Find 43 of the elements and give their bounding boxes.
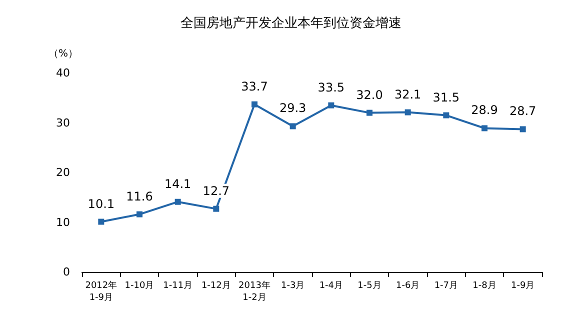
- point: [443, 112, 450, 118]
- text: 12.7: [202, 184, 230, 198]
- chart-title: 全国房地产开发企业本年到位资金增速: [180, 15, 402, 31]
- y-tick-label: 40: [56, 66, 70, 80]
- text: 29.3: [279, 101, 306, 116]
- x-tick-label: 1-3月: [280, 281, 305, 291]
- x-tick-label: 1-4月: [319, 281, 344, 291]
- point: [213, 206, 220, 212]
- x-tick-label: 1-10月: [124, 281, 154, 291]
- x-tick-label: 1-8月: [472, 281, 496, 291]
- point: [366, 110, 372, 116]
- text: 28.7: [509, 104, 536, 118]
- point: [520, 126, 526, 132]
- text: 14.1: [164, 176, 192, 191]
- text: 32.0: [356, 88, 383, 102]
- y-tick-label: 10: [56, 216, 70, 229]
- x-tick-label: 1-9月: [510, 281, 535, 291]
- y-axis-title: （%）: [48, 48, 78, 60]
- y-tick-label: 30: [56, 116, 70, 130]
- point: [290, 123, 296, 130]
- y-tick-label: 20: [56, 166, 70, 179]
- x-tick-label: 2012年 1-9月: [85, 280, 118, 303]
- point: [328, 102, 334, 108]
- point: [98, 218, 104, 225]
- text: 32.1: [394, 87, 422, 102]
- point: [136, 211, 142, 218]
- x-tick-label: 1-5月: [358, 281, 382, 291]
- text: 11.6: [126, 189, 153, 204]
- y-tick-label: 0: [63, 266, 70, 278]
- x-tick-label: 2013年 1-2月: [238, 280, 270, 303]
- text: 31.5: [432, 90, 460, 104]
- point: [174, 198, 181, 205]
- point: [252, 101, 258, 108]
- text: 33.5: [318, 80, 345, 94]
- text: 33.7: [241, 79, 268, 94]
- x-tick-label: 1-6月: [396, 281, 420, 291]
- text: 10.1: [88, 196, 115, 211]
- x-tick-label: 1-11月: [163, 281, 193, 291]
- x-tick-label: 1-12月: [201, 281, 231, 291]
- point: [404, 109, 411, 116]
- point: [482, 125, 488, 132]
- text: 28.9: [471, 103, 498, 118]
- x-tick-label: 1-7月: [434, 281, 458, 291]
